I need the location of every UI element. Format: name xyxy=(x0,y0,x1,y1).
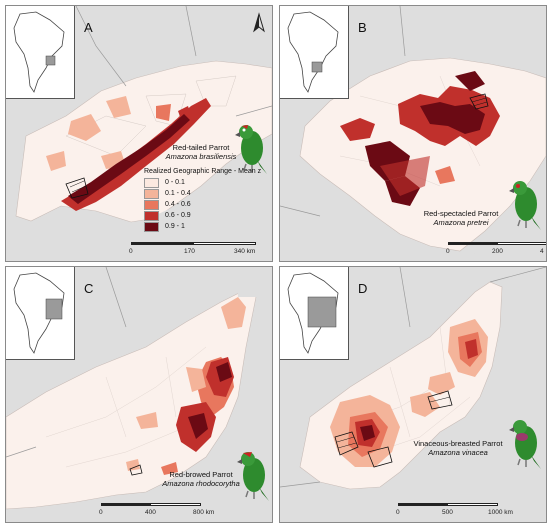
legend-label: 0.1 - 0.4 xyxy=(165,190,191,197)
map-legend: Realized Geographic Range - Mean z 0 - 0… xyxy=(144,168,261,232)
panel-letter-d: D xyxy=(358,281,368,296)
map-d-canvas xyxy=(280,267,546,490)
legend-item: 0 - 0.1 xyxy=(144,177,261,188)
panel-letter-a: A xyxy=(84,20,93,35)
scale-tick: 170 xyxy=(184,248,195,255)
scale-tick: 4 xyxy=(540,248,544,255)
scale-tick: 500 xyxy=(442,509,453,516)
scale-tick: 800 km xyxy=(193,509,215,516)
legend-swatch xyxy=(144,177,159,188)
scale-tick: 0 xyxy=(446,248,450,255)
south-america-locator-icon xyxy=(287,11,339,93)
common-name-b: Red-spectacled Parrot xyxy=(423,209,499,218)
legend-item: 0.1 - 0.4 xyxy=(144,188,261,199)
parrot-icon xyxy=(509,420,541,469)
scale-bar-b: 0 200 4 xyxy=(446,242,546,256)
south-america-locator-icon xyxy=(287,272,339,354)
legend-item: 0.9 - 1 xyxy=(144,221,261,232)
scale-bar-d: 0 500 1000 km xyxy=(396,503,538,517)
scale-bar-c: 0 400 800 km xyxy=(99,503,226,517)
south-america-locator-icon xyxy=(13,11,65,93)
scientific-name-b: Amazona pretrei xyxy=(433,218,489,227)
panel-letter-b: B xyxy=(358,20,367,35)
parrot-icon xyxy=(509,181,541,230)
legend-swatch xyxy=(144,188,159,199)
scale-tick: 0 xyxy=(99,509,103,516)
species-label-b: Red-spectacled Parrot Amazona pretrei xyxy=(406,209,516,227)
scale-tick: 400 xyxy=(145,509,156,516)
map-panel-c: C Red-browed Parrot Amazona rhodocorytha… xyxy=(5,266,273,523)
legend-swatch xyxy=(144,210,159,221)
legend-label: 0.6 - 0.9 xyxy=(165,212,191,219)
legend-label: 0.9 - 1 xyxy=(165,223,185,230)
legend-title: Realized Geographic Range - Mean z xyxy=(144,168,262,175)
legend-item: 0.6 - 0.9 xyxy=(144,210,261,221)
scale-tick: 1000 km xyxy=(488,509,513,516)
scale-tick: 0 xyxy=(396,509,400,516)
map-panel-d: D Vinaceous-breasted Parrot Amazona vina… xyxy=(279,266,547,523)
legend-label: 0.4 - 0.6 xyxy=(165,201,191,208)
common-name-a: Red-tailed Parrot xyxy=(172,143,230,152)
map-b-canvas xyxy=(280,6,546,261)
scientific-name-c: Amazona rhodocorytha xyxy=(162,479,240,488)
map-c-canvas xyxy=(6,267,272,510)
species-label-d: Vinaceous-breasted Parrot Amazona vinace… xyxy=(398,439,518,457)
map-a-canvas xyxy=(6,6,272,261)
parrot-icon xyxy=(237,452,269,501)
species-label-a: Red-tailed Parrot Amazona brasiliensis xyxy=(146,143,256,161)
scale-bar-a: 0 170 340 km xyxy=(129,242,256,256)
north-arrow-icon xyxy=(253,12,265,33)
common-name-d: Vinaceous-breasted Parrot xyxy=(413,439,503,448)
species-label-c: Red-browed Parrot Amazona rhodocorytha xyxy=(156,470,246,488)
map-panel-a: A Red-tailed Parrot Amazona brasiliensis… xyxy=(5,5,273,262)
scale-tick: 340 km xyxy=(234,248,256,255)
locator-inset-d xyxy=(280,267,349,360)
legend-label: 0 - 0.1 xyxy=(165,179,185,186)
south-america-locator-icon xyxy=(13,272,65,354)
scale-tick: 0 xyxy=(129,248,133,255)
legend-swatch xyxy=(144,199,159,210)
panel-letter-c: C xyxy=(84,281,94,296)
locator-inset-a xyxy=(6,6,75,99)
scientific-name-d: Amazona vinacea xyxy=(428,448,488,457)
legend-swatch xyxy=(144,221,159,232)
scale-tick: 200 xyxy=(492,248,503,255)
common-name-c: Red-browed Parrot xyxy=(169,470,233,479)
scientific-name-a: Amazona brasiliensis xyxy=(165,152,237,161)
legend-item: 0.4 - 0.6 xyxy=(144,199,261,210)
map-panel-b: B Red-spectacled Parrot Amazona pretrei … xyxy=(279,5,547,262)
locator-inset-c xyxy=(6,267,75,360)
parrot-icon xyxy=(235,125,267,174)
locator-inset-b xyxy=(280,6,349,99)
